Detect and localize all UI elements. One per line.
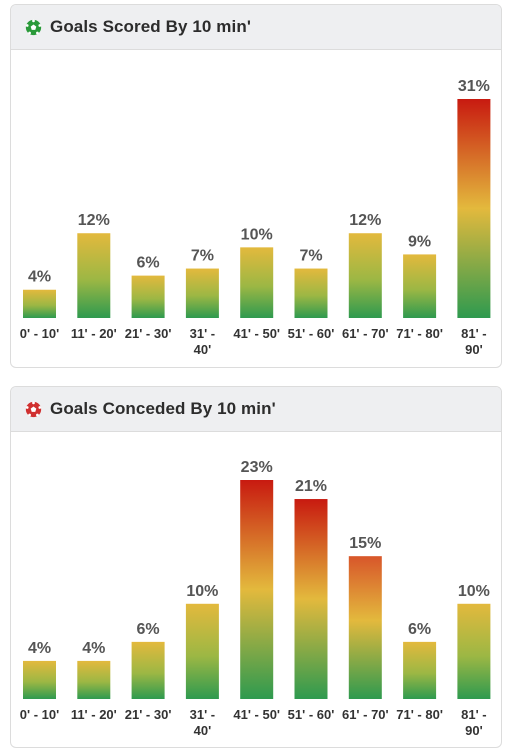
conceded-value-label: 6%	[137, 621, 160, 638]
conceded-tick-label: 51' - 60'	[288, 707, 335, 722]
goals-conceded-header: Goals Conceded By 10 min'	[11, 387, 501, 432]
conceded-bar-1	[23, 660, 56, 699]
scored-bar-2	[77, 233, 111, 318]
scored-tick-label: 81' -90'	[461, 326, 487, 357]
scored-tick-label: 31' -40'	[190, 326, 216, 357]
goals-conceded-title: Goals Conceded By 10 min'	[50, 399, 276, 418]
conceded-bar-3	[131, 641, 165, 699]
soccer-ball-icon	[25, 19, 42, 35]
conceded-bar-8	[403, 641, 437, 699]
goals-scored-chart: 4% 0' - 10' 12% 11' - 20' 6% 21' - 30' 7% 31' -…	[20, 78, 491, 357]
scored-bar-6	[294, 268, 328, 318]
scored-value-label: 12%	[78, 212, 110, 229]
conceded-tick-label: 31' -40'	[190, 707, 216, 738]
scored-tick-label: 41' - 50'	[233, 326, 280, 341]
conceded-tick-label: 11' - 20'	[71, 707, 117, 722]
conceded-value-label: 15%	[349, 535, 381, 552]
soccer-ball-icon	[25, 401, 42, 417]
conceded-tick-label: 21' - 30'	[125, 707, 172, 722]
goals-conceded-card: Goals Conceded By 10 min' 4% 0' - 10' 4% 11…	[10, 386, 502, 748]
conceded-bar-5	[240, 480, 274, 699]
scored-tick-label: 61' - 70'	[342, 326, 389, 341]
conceded-tick-label: 81' -90'	[461, 707, 487, 738]
scored-value-label: 9%	[408, 233, 431, 250]
scored-bar-8	[403, 254, 437, 318]
conceded-value-label: 10%	[186, 583, 218, 600]
scored-tick-label: 21' - 30'	[125, 326, 172, 341]
scored-tick-label: 71' - 80'	[396, 326, 443, 341]
scored-value-label: 31%	[458, 78, 490, 95]
conceded-tick-label: 41' - 50'	[233, 707, 280, 722]
scored-bar-9	[457, 99, 491, 318]
conceded-bar-2	[77, 660, 111, 699]
scored-tick-label: 51' - 60'	[288, 326, 335, 341]
scored-value-label: 7%	[299, 248, 322, 265]
conceded-bar-4	[185, 603, 219, 699]
scored-tick-label: 0' - 10'	[20, 326, 59, 341]
scored-value-label: 12%	[349, 212, 381, 229]
conceded-value-label: 4%	[28, 640, 51, 657]
scored-bar-5	[240, 247, 274, 318]
goals-scored-title: Goals Scored By 10 min'	[50, 17, 251, 36]
conceded-tick-label: 71' - 80'	[396, 707, 443, 722]
scored-value-label: 10%	[241, 226, 273, 243]
conceded-tick-label: 61' - 70'	[342, 707, 389, 722]
scored-bar-4	[185, 268, 219, 318]
scored-value-label: 4%	[28, 269, 51, 286]
conceded-value-label: 6%	[408, 621, 431, 638]
scored-bar-7	[348, 233, 382, 318]
conceded-bar-9	[457, 603, 491, 699]
conceded-value-label: 4%	[82, 640, 105, 657]
conceded-bar-6	[294, 499, 328, 699]
conceded-value-label: 10%	[458, 583, 490, 600]
goals-scored-card: Goals Scored By 10 min' 4% 0' - 10' 12% 11'…	[10, 4, 502, 368]
scored-value-label: 6%	[137, 255, 160, 272]
conceded-bar-7	[348, 556, 382, 699]
goals-conceded-chart: 4% 0' - 10' 4% 11' - 20' 6% 21' - 30' 10% 31' -…	[20, 459, 491, 738]
scored-value-label: 7%	[191, 248, 214, 265]
scored-tick-label: 11' - 20'	[71, 326, 117, 341]
conceded-value-label: 23%	[241, 459, 273, 476]
conceded-tick-label: 0' - 10'	[20, 707, 59, 722]
goals-scored-header: Goals Scored By 10 min'	[11, 5, 501, 50]
scored-bar-3	[131, 275, 165, 318]
scored-bar-1	[23, 289, 56, 318]
conceded-value-label: 21%	[295, 478, 327, 495]
